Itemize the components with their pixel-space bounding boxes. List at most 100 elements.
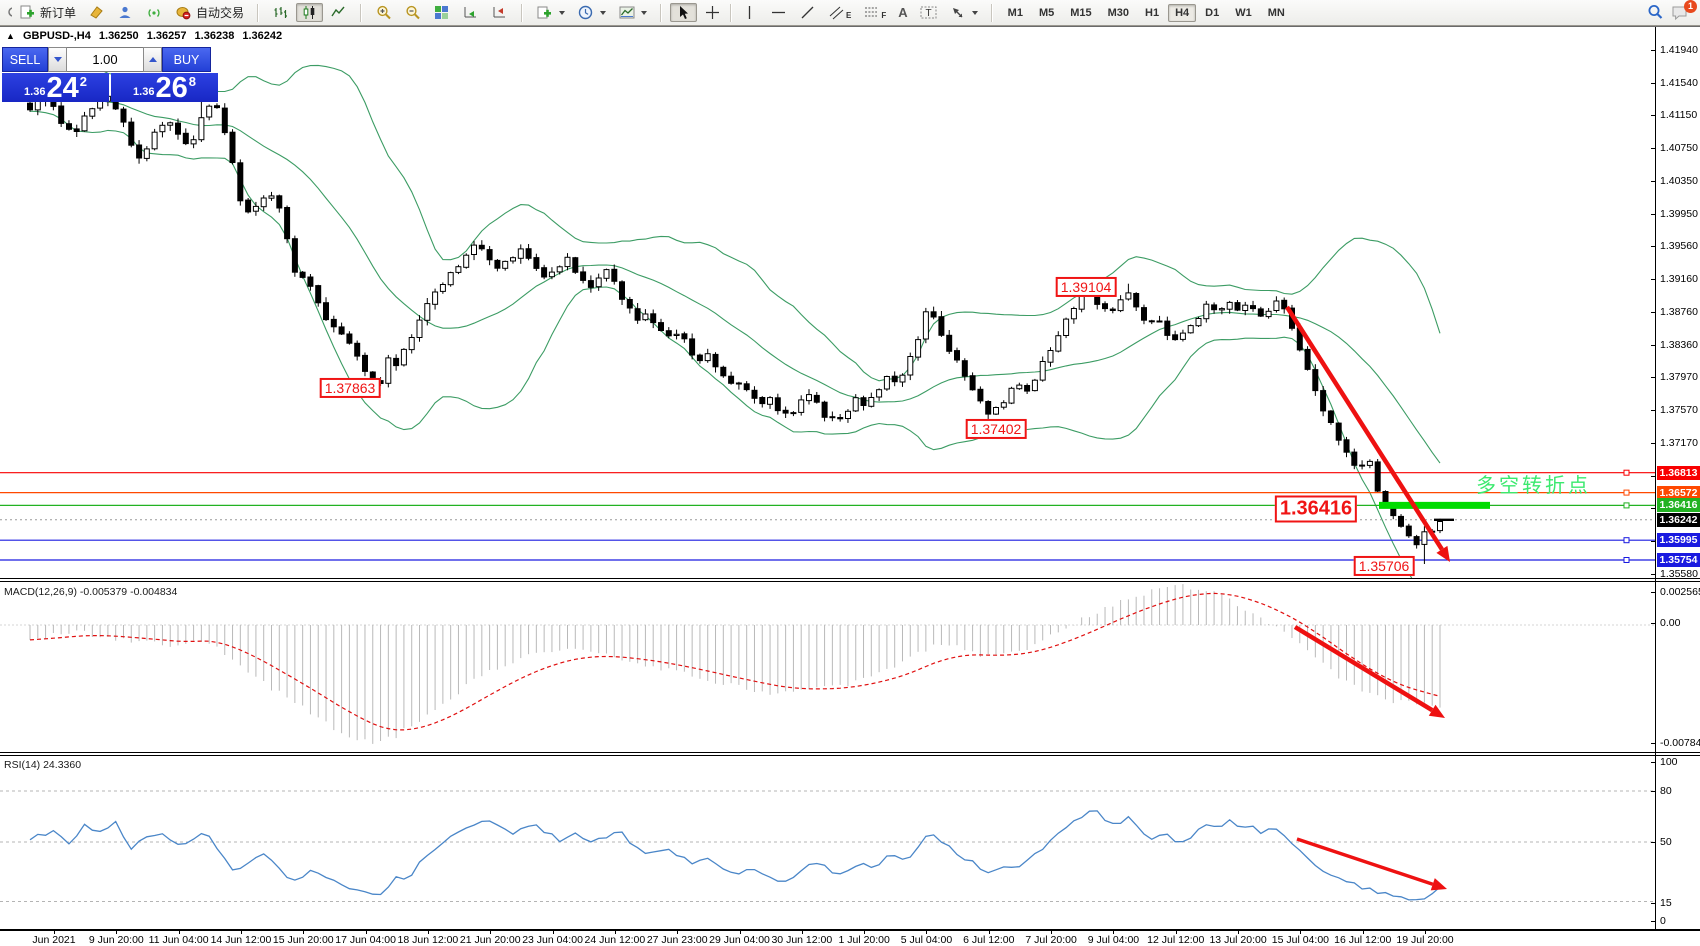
channel-tool-button[interactable]: E xyxy=(823,3,856,22)
toolbar-standard-group: 新订单 自动交易 xyxy=(0,0,253,25)
time-axis-tick xyxy=(1425,929,1427,934)
price-text-label[interactable]: 1.39104 xyxy=(1055,276,1117,298)
candlestick-chart-button[interactable] xyxy=(296,3,324,22)
bull-bear-turning-point-note[interactable]: 多空转折点 xyxy=(1476,475,1591,497)
zoom-in-icon xyxy=(375,5,392,21)
auto-scroll-icon xyxy=(462,5,479,21)
text-tool-button[interactable]: A xyxy=(893,3,912,22)
arrows-icon xyxy=(949,5,966,21)
timeframe-m30[interactable]: M30 xyxy=(1107,6,1130,19)
text-label-tool-button[interactable]: T xyxy=(915,3,942,22)
rsi-downtrend-arrow[interactable] xyxy=(1296,837,1447,891)
macd-axis-label: 0.002565 xyxy=(1660,586,1700,598)
rsi-separator-top[interactable] xyxy=(0,752,1700,753)
price-axis-tick xyxy=(1651,377,1655,379)
arrows-tool-button[interactable] xyxy=(944,3,983,22)
timeframe-m5[interactable]: M5 xyxy=(1038,6,1055,19)
sell-price-prefix: 1.36 xyxy=(24,86,46,98)
macd-separator-top[interactable] xyxy=(0,578,1700,579)
toolbar-separator xyxy=(521,3,524,22)
indicators-button[interactable] xyxy=(531,3,570,22)
timeframe-group: M1 M5 M15 M30 H1 H4 D1 W1 MN xyxy=(997,0,1296,25)
volume-decrease-button[interactable] xyxy=(48,47,67,72)
zoom-in-button[interactable] xyxy=(370,3,397,22)
periods-button[interactable] xyxy=(572,3,611,22)
cursor-tool-button[interactable] xyxy=(670,3,698,22)
timeframe-w1[interactable]: W1 xyxy=(1235,6,1252,19)
price-axis-tick xyxy=(1651,540,1655,542)
buy-button[interactable]: BUY xyxy=(162,47,211,72)
dropdown-group xyxy=(527,0,656,25)
timeframe-m15[interactable]: M15 xyxy=(1070,6,1092,19)
collapse-triangle-icon[interactable]: ▲ xyxy=(6,31,15,41)
time-axis-label: 23 Jun 04:00 xyxy=(522,934,583,946)
new-order-button[interactable]: 新订单 xyxy=(14,3,81,22)
sell-button[interactable]: SELL xyxy=(2,47,48,72)
toolbar: 新订单 自动交易 xyxy=(0,0,1700,26)
price-level-tag: 1.36572 xyxy=(1657,485,1700,500)
chart-shift-button[interactable] xyxy=(486,3,513,22)
templates-button[interactable] xyxy=(613,3,652,22)
price-axis-tick xyxy=(1651,312,1655,314)
autotrade-button[interactable]: 自动交易 xyxy=(170,3,249,22)
time-axis-label: 6 Jul 12:00 xyxy=(963,934,1015,946)
volume-increase-button[interactable] xyxy=(143,47,162,72)
drawing-tools-group: E F A T xyxy=(666,0,987,25)
autotrade-label: 自动交易 xyxy=(196,6,245,20)
price-downtrend-arrow[interactable] xyxy=(1285,305,1450,562)
auto-scroll-button[interactable] xyxy=(457,3,484,22)
buy-price-display[interactable]: 1.36 26 8 xyxy=(111,73,218,103)
notifications-chat-icon[interactable]: 1 xyxy=(1670,0,1697,21)
time-axis-label: 17 Jun 04:00 xyxy=(335,934,396,946)
horizontal-line-icon xyxy=(770,5,787,21)
profile-button[interactable] xyxy=(112,3,139,22)
price-axis-line xyxy=(1655,27,1656,930)
time-axis-tick xyxy=(864,929,866,934)
timeframe-h1[interactable]: H1 xyxy=(1145,6,1160,19)
bar-chart-button[interactable] xyxy=(267,3,294,22)
time-axis-tick xyxy=(365,929,367,934)
chart-title: ▲ GBPUSD-,H4 1.36250 1.36257 1.36238 1.3… xyxy=(6,30,287,42)
price-level-tag: 1.35754 xyxy=(1657,553,1700,568)
chart-window-top-border xyxy=(0,26,1700,27)
line-chart-icon xyxy=(330,5,347,21)
price-text-label[interactable]: 1.37863 xyxy=(319,377,381,399)
vertical-line-tool-button[interactable] xyxy=(736,3,763,22)
timeframe-h4[interactable]: H4 xyxy=(1168,3,1197,22)
volume-input[interactable] xyxy=(67,47,143,72)
timeframe-m1[interactable]: M1 xyxy=(1007,6,1023,19)
tile-windows-button[interactable] xyxy=(428,3,455,22)
line-chart-button[interactable] xyxy=(325,3,352,22)
time-axis-label: 19 Jul 20:00 xyxy=(1396,934,1454,946)
price-axis-tick xyxy=(1651,246,1655,248)
price-axis-tick xyxy=(1651,574,1655,576)
time-axis-label: 13 Jul 20:00 xyxy=(1209,934,1267,946)
horizontal-line-tool-button[interactable] xyxy=(765,3,792,22)
sell-price-display[interactable]: 1.36 24 2 xyxy=(2,73,109,103)
price-level-tag: 1.36813 xyxy=(1657,465,1700,480)
price-text-label[interactable]: 1.37402 xyxy=(965,418,1027,440)
price-axis-label: 1.38360 xyxy=(1660,339,1698,352)
search-icon[interactable] xyxy=(1647,5,1664,21)
toolbar-right-group: 1 xyxy=(1647,0,1700,21)
horizontal-line-objects[interactable] xyxy=(0,469,1655,563)
crosshair-tool-button[interactable] xyxy=(699,3,726,22)
timeframe-d1[interactable]: D1 xyxy=(1205,6,1220,19)
price-axis-label: 1.37570 xyxy=(1660,404,1698,417)
signals-button[interactable] xyxy=(141,3,168,22)
price-text-label[interactable]: 1.35706 xyxy=(1353,555,1415,577)
time-axis-label: 9 Jul 04:00 xyxy=(1087,934,1140,946)
fibonacci-tool-button[interactable]: F xyxy=(858,3,891,22)
rsi-axis-tick xyxy=(1651,791,1655,792)
price-text-label[interactable]: 1.36416 xyxy=(1274,495,1358,523)
styler-button[interactable] xyxy=(83,3,110,22)
clipped-left-icon xyxy=(4,5,12,21)
timeframe-mn[interactable]: MN xyxy=(1267,6,1285,19)
channel-letter: E xyxy=(846,11,852,20)
trendline-tool-button[interactable] xyxy=(794,3,821,22)
zoom-out-button[interactable] xyxy=(399,3,426,22)
price-level-tag: 1.36416 xyxy=(1657,498,1700,513)
vertical-line-icon xyxy=(741,5,758,21)
macd-downtrend-arrow[interactable] xyxy=(1293,625,1445,718)
